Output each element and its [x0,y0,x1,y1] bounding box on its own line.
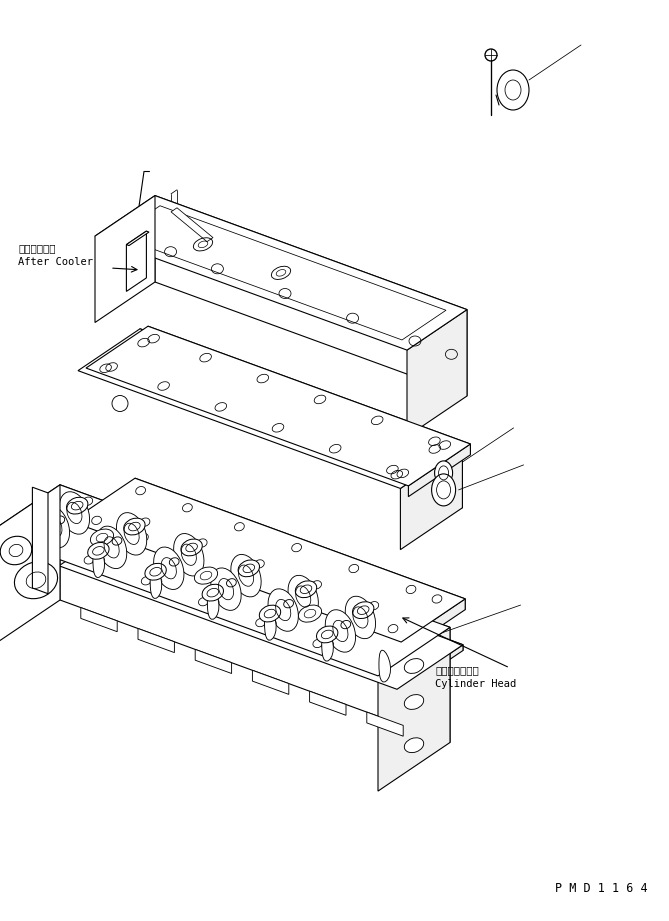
Polygon shape [138,628,175,653]
Ellipse shape [90,529,114,546]
Ellipse shape [432,474,456,506]
Ellipse shape [260,605,281,622]
Ellipse shape [145,564,167,580]
Polygon shape [407,309,467,437]
Ellipse shape [66,497,88,514]
Text: P M D 1 1 6 4: P M D 1 1 6 4 [555,882,648,895]
Polygon shape [0,484,450,676]
Ellipse shape [353,601,374,619]
Ellipse shape [288,576,318,618]
Polygon shape [135,478,465,610]
Text: シリンダヘッド: シリンダヘッド [435,665,479,675]
Ellipse shape [202,584,223,601]
Text: Cylinder Head: Cylinder Head [435,679,516,689]
Text: アフタクーラ: アフタクーラ [18,243,56,253]
Ellipse shape [404,694,423,709]
Polygon shape [401,447,462,550]
Polygon shape [397,645,463,695]
Ellipse shape [15,562,58,599]
Ellipse shape [268,589,298,631]
Polygon shape [401,599,465,653]
Ellipse shape [174,533,204,576]
Polygon shape [264,609,276,640]
Polygon shape [95,195,467,350]
Polygon shape [252,670,289,694]
Ellipse shape [31,521,52,539]
Polygon shape [150,566,162,599]
Ellipse shape [88,542,109,559]
Polygon shape [195,649,231,673]
Ellipse shape [124,519,145,535]
Polygon shape [322,629,333,661]
Ellipse shape [116,513,147,555]
Ellipse shape [435,460,453,484]
Ellipse shape [154,547,184,589]
Polygon shape [95,195,155,322]
Polygon shape [126,231,149,246]
Polygon shape [116,205,446,340]
Polygon shape [155,195,467,396]
Polygon shape [378,627,450,791]
Ellipse shape [60,492,90,534]
Ellipse shape [211,568,241,611]
Ellipse shape [238,560,260,577]
Polygon shape [125,521,463,650]
Polygon shape [32,487,48,594]
Polygon shape [81,608,117,632]
Polygon shape [78,329,462,488]
Polygon shape [126,231,147,291]
Polygon shape [140,329,462,507]
Ellipse shape [497,70,529,110]
Polygon shape [71,478,465,642]
Polygon shape [379,650,391,682]
Ellipse shape [39,506,70,548]
Polygon shape [93,545,104,577]
Ellipse shape [404,659,423,673]
Polygon shape [310,691,346,716]
Polygon shape [0,484,60,648]
Polygon shape [60,484,450,742]
Ellipse shape [404,738,423,752]
Ellipse shape [325,610,355,652]
Ellipse shape [0,536,32,565]
Ellipse shape [195,567,217,584]
Polygon shape [171,208,213,241]
Ellipse shape [298,605,322,623]
Ellipse shape [231,554,261,597]
Ellipse shape [181,539,202,556]
Ellipse shape [345,596,375,638]
Polygon shape [86,326,470,486]
Polygon shape [102,340,439,477]
Polygon shape [207,588,219,619]
Polygon shape [148,326,470,455]
Polygon shape [59,521,463,689]
Ellipse shape [295,581,316,598]
Ellipse shape [96,526,126,568]
Polygon shape [408,444,470,496]
Ellipse shape [316,626,338,643]
Text: After Cooler: After Cooler [18,257,93,267]
Ellipse shape [112,395,128,412]
Polygon shape [367,712,403,736]
